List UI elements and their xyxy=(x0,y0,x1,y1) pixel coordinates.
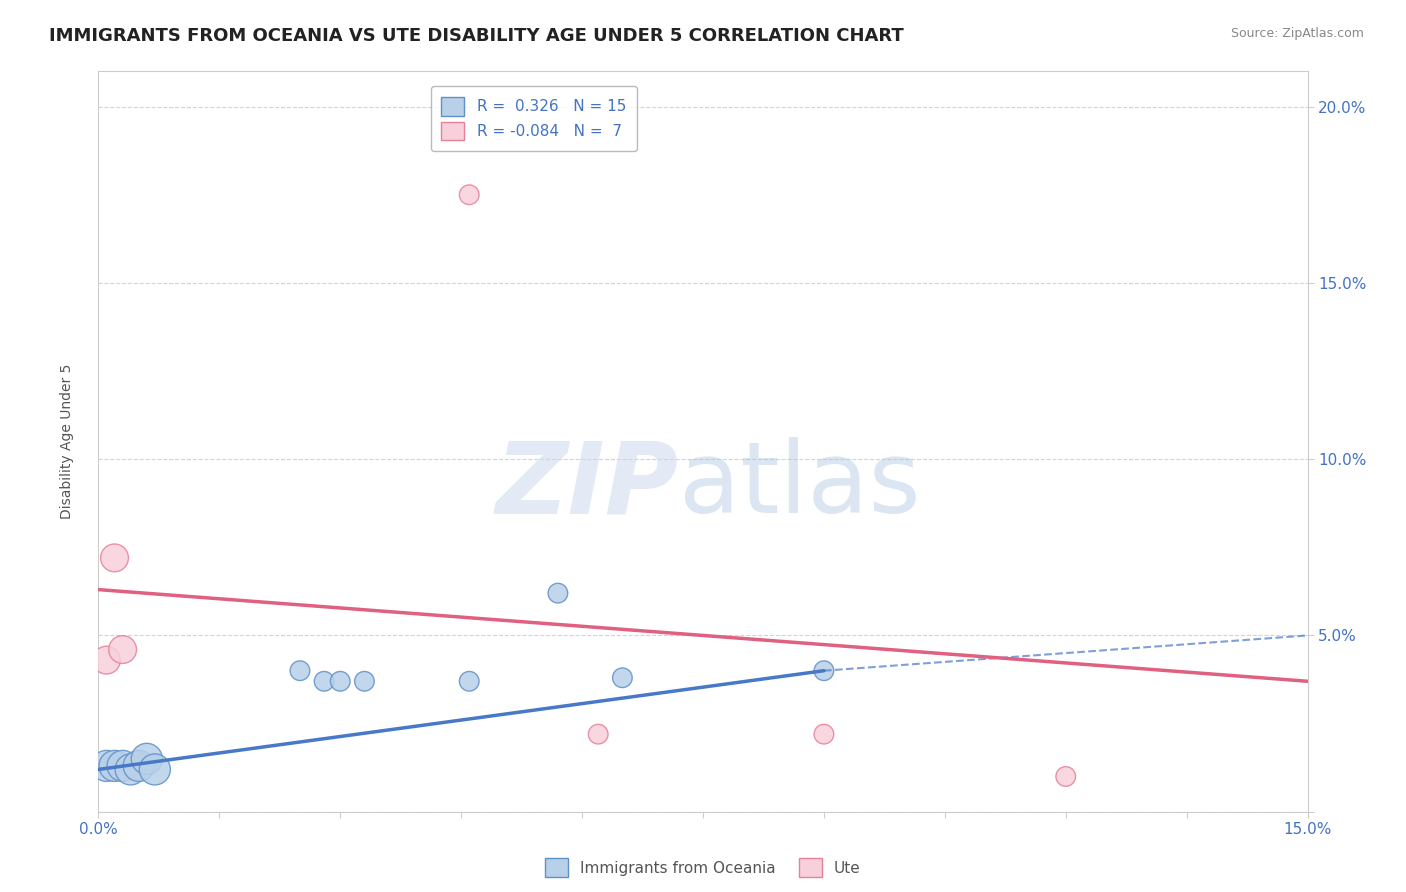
Point xyxy=(813,727,835,741)
Text: atlas: atlas xyxy=(679,437,921,534)
Point xyxy=(288,664,311,678)
Legend: Immigrants from Oceania, Ute: Immigrants from Oceania, Ute xyxy=(538,852,868,883)
Point xyxy=(128,759,150,773)
Point xyxy=(135,752,157,766)
Point xyxy=(314,674,336,689)
Point xyxy=(547,586,569,600)
Text: ZIP: ZIP xyxy=(496,437,679,534)
Point xyxy=(813,664,835,678)
Point xyxy=(353,674,375,689)
Point xyxy=(96,653,118,667)
Point xyxy=(1054,769,1077,783)
Point xyxy=(586,727,609,741)
Legend: R =  0.326   N = 15, R = -0.084   N =  7: R = 0.326 N = 15, R = -0.084 N = 7 xyxy=(430,87,637,151)
Point xyxy=(143,763,166,777)
Point xyxy=(111,642,134,657)
Point xyxy=(612,671,634,685)
Point xyxy=(103,550,125,565)
Point xyxy=(103,759,125,773)
Point xyxy=(120,763,142,777)
Point xyxy=(329,674,352,689)
Y-axis label: Disability Age Under 5: Disability Age Under 5 xyxy=(60,364,75,519)
Point xyxy=(111,759,134,773)
Point xyxy=(458,187,481,202)
Point xyxy=(96,759,118,773)
Point xyxy=(458,674,481,689)
Text: Source: ZipAtlas.com: Source: ZipAtlas.com xyxy=(1230,27,1364,40)
Text: IMMIGRANTS FROM OCEANIA VS UTE DISABILITY AGE UNDER 5 CORRELATION CHART: IMMIGRANTS FROM OCEANIA VS UTE DISABILIT… xyxy=(49,27,904,45)
